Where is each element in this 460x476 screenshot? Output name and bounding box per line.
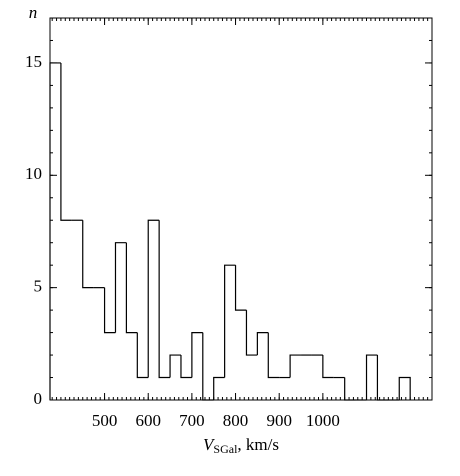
- x-tick-label: 700: [179, 411, 205, 430]
- histogram-bin: [398, 376, 411, 400]
- histogram-bin: [365, 354, 378, 400]
- histogram-bin: [147, 219, 160, 378]
- histogram-bin: [103, 287, 116, 334]
- histogram-bin: [158, 220, 171, 379]
- x-tick-label: 900: [266, 411, 292, 430]
- x-tick-label: 500: [92, 411, 118, 430]
- histogram-bin: [344, 377, 356, 401]
- x-tick-label: 600: [135, 411, 161, 430]
- histogram-bin: [245, 310, 258, 356]
- histogram-bin: [60, 62, 72, 221]
- histogram-bin: [224, 264, 236, 378]
- y-tick-label: 10: [25, 164, 42, 183]
- histogram-bin: [191, 331, 203, 378]
- y-tick-label: 5: [34, 277, 43, 296]
- histogram-bin: [180, 355, 192, 379]
- histogram-bin: [322, 355, 334, 379]
- x-axis-subscript: SGal: [213, 442, 238, 456]
- histogram-bin: [267, 332, 280, 379]
- x-axis-label: VSGal, km/s: [203, 435, 279, 456]
- plot-frame: [49, 17, 433, 401]
- histogram-bin: [234, 265, 247, 311]
- histogram-bin: [256, 331, 269, 356]
- x-tick-label: 800: [223, 411, 249, 430]
- x-tick-label: 1000: [306, 411, 340, 430]
- histogram-bin: [169, 354, 181, 378]
- histogram-bin: [114, 242, 127, 333]
- histogram-bin: [136, 332, 149, 379]
- histogram-bin: [289, 354, 302, 378]
- x-axis-unit: , km/s: [237, 435, 279, 454]
- y-axis-label: n: [29, 3, 38, 22]
- histogram-bin: [376, 355, 389, 401]
- histogram-bin: [213, 376, 225, 400]
- histogram-bin: [202, 332, 214, 401]
- y-tick-label: 15: [25, 52, 42, 71]
- histogram-bin: [125, 242, 138, 334]
- histogram-bin: [49, 62, 61, 400]
- x-axis-symbol: V: [203, 435, 216, 454]
- histogram-bin: [82, 220, 94, 289]
- y-tick-label: 0: [34, 389, 43, 408]
